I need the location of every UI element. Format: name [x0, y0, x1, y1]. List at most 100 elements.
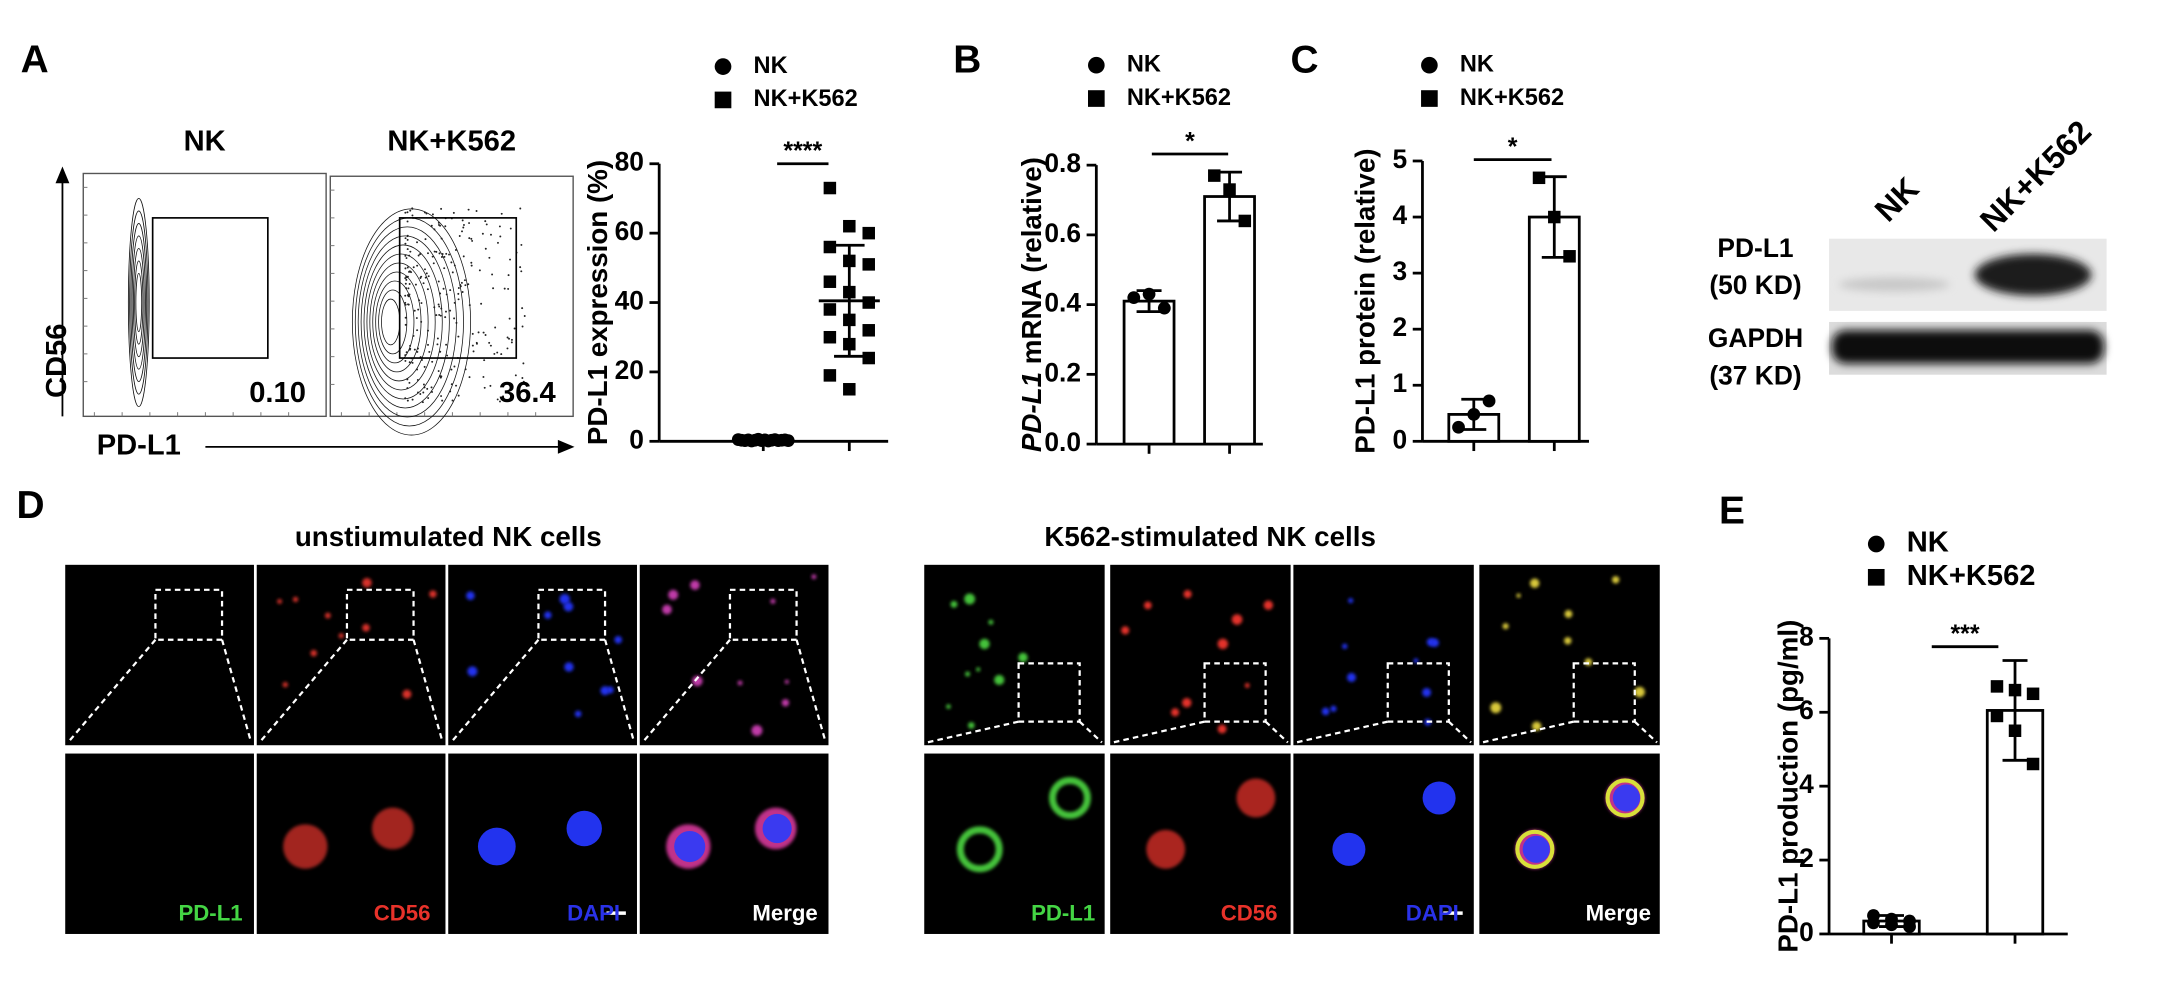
- flow-event: [483, 386, 486, 389]
- flow-event: [455, 384, 458, 387]
- flow-event: [507, 287, 510, 290]
- flow-event: [404, 354, 407, 357]
- flow-event: [437, 223, 440, 226]
- flow-event: [460, 281, 463, 284]
- flow-event: [406, 235, 409, 238]
- flow-event: [404, 254, 407, 257]
- micro-cell: [563, 601, 574, 612]
- micro-image: [924, 564, 1105, 746]
- micro-cell: [956, 826, 1003, 873]
- flow-event: [420, 302, 423, 305]
- micro-cell: [1183, 590, 1192, 599]
- y-tick-label: 8: [1799, 621, 1814, 651]
- flow-event: [406, 387, 409, 390]
- micro-cell: [477, 827, 516, 866]
- data-point: [862, 324, 875, 337]
- micro-cell: [690, 580, 700, 590]
- flow-contour: [131, 235, 146, 370]
- flow-event: [499, 235, 502, 238]
- flow-event: [457, 394, 460, 397]
- micro-rim: [1605, 778, 1645, 818]
- flow-event: [422, 383, 425, 386]
- flow-event: [427, 275, 430, 278]
- flow-event: [444, 225, 447, 228]
- flow-event: [432, 262, 435, 265]
- flow-event: [520, 270, 523, 273]
- flow-event: [508, 317, 511, 320]
- zoom-box: [728, 588, 798, 641]
- data-point: [781, 434, 795, 447]
- micro-image: [1110, 564, 1291, 746]
- micro-cell: [1231, 614, 1243, 625]
- data-point: [1867, 916, 1880, 930]
- flow-event: [404, 359, 407, 362]
- flow-event: [484, 220, 487, 223]
- zoom-box: [1386, 662, 1450, 723]
- data-point: [1532, 171, 1546, 185]
- legend-label: NK: [1127, 50, 1161, 76]
- flow-event: [404, 211, 407, 214]
- y-tick-label: 0.6: [1044, 218, 1081, 248]
- flow-event: [481, 232, 484, 235]
- micro-cell: [770, 598, 776, 604]
- flow-x-label: PD-L1: [97, 430, 181, 462]
- micro-cell: [574, 710, 582, 718]
- flow-event: [506, 336, 509, 339]
- zoom-box: [345, 588, 415, 641]
- flow-event: [433, 250, 436, 253]
- flow-event: [443, 255, 446, 258]
- micro-cell: [1422, 687, 1432, 697]
- flow-event: [467, 208, 470, 211]
- flow-event: [457, 292, 460, 295]
- micro-image: [1293, 564, 1474, 746]
- flow-event: [514, 374, 517, 377]
- flow-event: [428, 350, 431, 353]
- blot-band: [1831, 330, 2104, 364]
- legend-label: NK: [1907, 527, 1949, 559]
- flow-event: [496, 351, 499, 354]
- flow-event: [406, 211, 409, 214]
- flow-event: [450, 261, 453, 264]
- flow-event: [440, 256, 443, 258]
- flow-event: [484, 334, 487, 336]
- micro-cell: [1490, 702, 1502, 714]
- flow-contour: [135, 272, 143, 333]
- flow-event: [433, 306, 436, 309]
- flow-event: [437, 303, 440, 306]
- flow-event: [427, 397, 430, 400]
- flow-event: [431, 255, 434, 258]
- micro-cell: [324, 612, 331, 619]
- flow-event: [439, 314, 442, 317]
- flow-event: [440, 395, 443, 398]
- data-point: [2026, 757, 2040, 771]
- flow-event: [496, 241, 499, 244]
- micro-cell: [1342, 643, 1348, 650]
- flow-event: [519, 266, 522, 269]
- data-point: [823, 275, 837, 288]
- micro-title: unstiumulated NK cells: [295, 521, 602, 552]
- flow-event: [482, 375, 485, 378]
- flow-event: [404, 277, 407, 280]
- data-point: [1127, 291, 1141, 305]
- flow-event: [461, 230, 463, 233]
- flow-event: [405, 278, 408, 281]
- flow-event: [440, 307, 443, 310]
- flow-event: [404, 316, 407, 319]
- flow-event: [471, 239, 474, 242]
- micro-cell: [466, 591, 475, 600]
- flow-event: [457, 298, 460, 301]
- data-point: [823, 330, 837, 344]
- flow-event: [427, 343, 429, 346]
- significance-label: ***: [1950, 620, 1979, 648]
- flow-event: [510, 338, 513, 341]
- flow-gate: [398, 217, 518, 359]
- micro-cell: [965, 671, 971, 677]
- zoom-line: [412, 639, 444, 743]
- flow-event: [418, 299, 421, 302]
- data-point: [1990, 709, 2004, 723]
- y-tick-label: 3: [1393, 256, 1408, 286]
- flow-event: [439, 292, 442, 295]
- flow-contour: [132, 247, 145, 358]
- flow-event: [408, 283, 411, 285]
- flow-gate-value: 36.4: [499, 377, 556, 409]
